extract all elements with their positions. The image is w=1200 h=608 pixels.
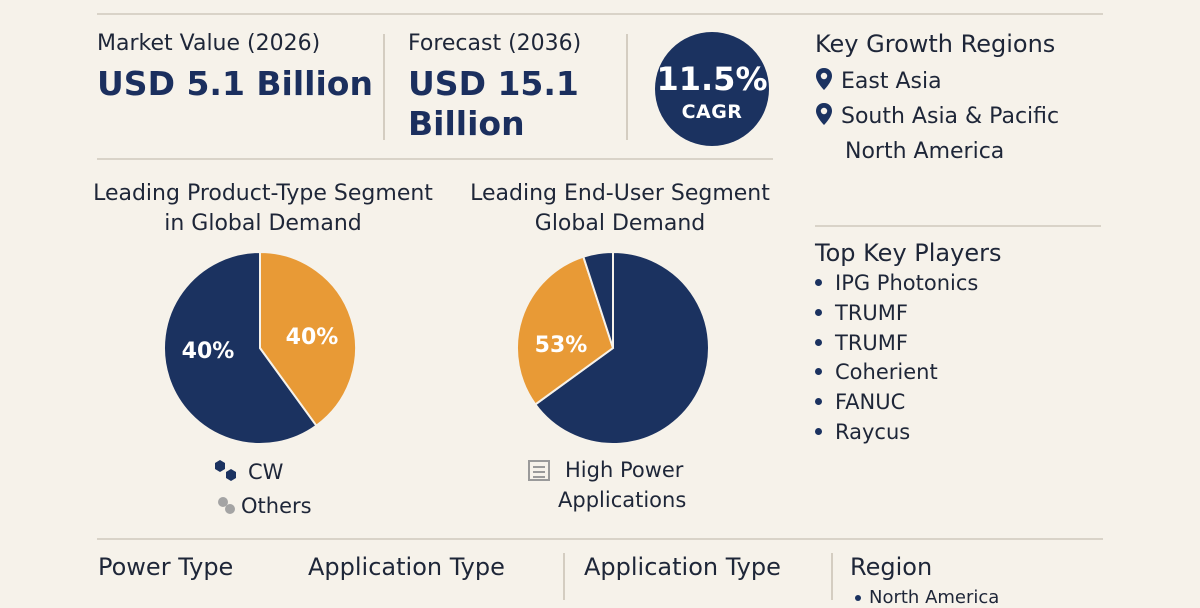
- market-value: USD 5.1 Billion: [97, 64, 373, 103]
- bottom-divider-vertical-1: [563, 553, 565, 600]
- bullet-icon: [815, 278, 822, 286]
- forecast-value-line2: Billion: [408, 104, 525, 143]
- application-type-heading-2: Application Type: [584, 553, 781, 581]
- forecast-label: Forecast (2036): [408, 31, 582, 56]
- region-north-america: North America: [845, 139, 1005, 164]
- high-power-legend-line2: Applications: [558, 488, 687, 512]
- pie-slice-high-power-applications: [533, 250, 710, 445]
- pie-slice-cw: [163, 250, 318, 445]
- bullet-icon: [815, 427, 822, 435]
- pie-data-label: 40%: [286, 325, 339, 350]
- player-item: TRUMF: [815, 331, 908, 355]
- player-item: Coherient: [815, 360, 938, 384]
- region-label: South Asia & Pacific: [841, 104, 1060, 129]
- building-icon: [528, 460, 550, 481]
- divider-vertical-1: [383, 34, 385, 140]
- forecast-value-line1: USD 15.1: [408, 64, 579, 103]
- high-power-legend-line1: High Power: [565, 458, 684, 482]
- end-user-pie-chart: 53%: [516, 250, 710, 445]
- cw-legend-icon: [215, 460, 236, 481]
- pie-slice-other: [516, 255, 615, 406]
- bullet-icon: [815, 397, 822, 405]
- cagr-badge: 11.5% CAGR: [655, 32, 769, 146]
- cagr-label: CAGR: [681, 101, 743, 123]
- region-heading: Region: [850, 553, 933, 581]
- divider-vertical-2: [626, 34, 628, 140]
- bullet-icon: [815, 338, 822, 346]
- market-value-label: Market Value (2026): [97, 31, 321, 56]
- player-item: TRUMF: [815, 301, 908, 325]
- pie-slice-other-2: [582, 250, 614, 349]
- pie-data-label: 53%: [535, 333, 588, 358]
- top-divider: [97, 13, 1103, 15]
- region-east-asia: East Asia: [815, 68, 942, 94]
- location-pin-icon: [816, 103, 832, 125]
- cw-legend-label: CW: [248, 460, 284, 484]
- power-type-heading: Power Type: [98, 553, 234, 581]
- player-item: Raycus: [815, 420, 910, 444]
- pie-data-label: 40%: [182, 339, 235, 364]
- regions-divider: [815, 225, 1101, 227]
- bullet-icon: [815, 367, 822, 375]
- bottom-divider-vertical-2: [831, 553, 833, 600]
- player-item: IPG Photonics: [815, 271, 978, 295]
- region-label: East Asia: [841, 69, 942, 94]
- region-south-asia-pacific: South Asia & Pacific: [815, 103, 1060, 129]
- top-key-players-title: Top Key Players: [815, 239, 1002, 267]
- bottom-divider: [97, 538, 1103, 540]
- cagr-value: 11.5%: [656, 60, 768, 98]
- region-partial-item: North America: [855, 587, 999, 608]
- location-pin-icon: [816, 68, 832, 90]
- product-chart-title: Leading Product-Type Segment in Global D…: [93, 181, 433, 236]
- key-growth-regions-title: Key Growth Regions: [815, 30, 1056, 58]
- stats-divider: [97, 158, 773, 160]
- bullet-icon: [855, 595, 861, 601]
- player-item: FANUC: [815, 390, 905, 414]
- pie-slice-others: [258, 250, 357, 428]
- bullet-icon: [815, 308, 822, 316]
- others-legend-icon: [218, 497, 235, 514]
- product-type-pie-chart: 40% 40%: [163, 250, 357, 445]
- end-user-chart-title: Leading End-User Segment Global Demand: [470, 181, 770, 236]
- others-legend-label: Others: [241, 494, 312, 518]
- application-type-heading: Application Type: [308, 553, 505, 581]
